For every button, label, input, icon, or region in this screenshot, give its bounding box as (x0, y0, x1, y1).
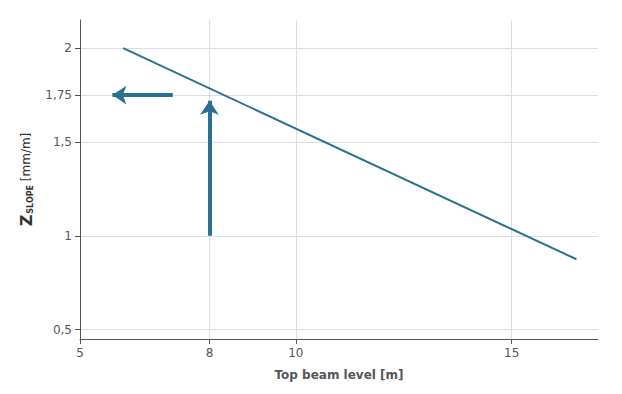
svg-text:15: 15 (504, 346, 519, 360)
svg-text:5: 5 (76, 346, 84, 360)
svg-text:1,5: 1,5 (53, 135, 72, 149)
svg-text:1,75: 1,75 (45, 88, 72, 102)
svg-text:10: 10 (288, 346, 303, 360)
svg-text:[mm/m]: [mm/m] (19, 133, 33, 185)
svg-text:Top beam level [m]: Top beam level [m] (274, 368, 403, 382)
svg-text:8: 8 (206, 346, 214, 360)
svg-text:1: 1 (64, 229, 72, 243)
svg-text:0,5: 0,5 (53, 323, 72, 337)
svg-text:Z: Z (17, 215, 36, 227)
svg-text:SLOPE: SLOPE (26, 185, 35, 214)
svg-text:2: 2 (64, 41, 72, 55)
